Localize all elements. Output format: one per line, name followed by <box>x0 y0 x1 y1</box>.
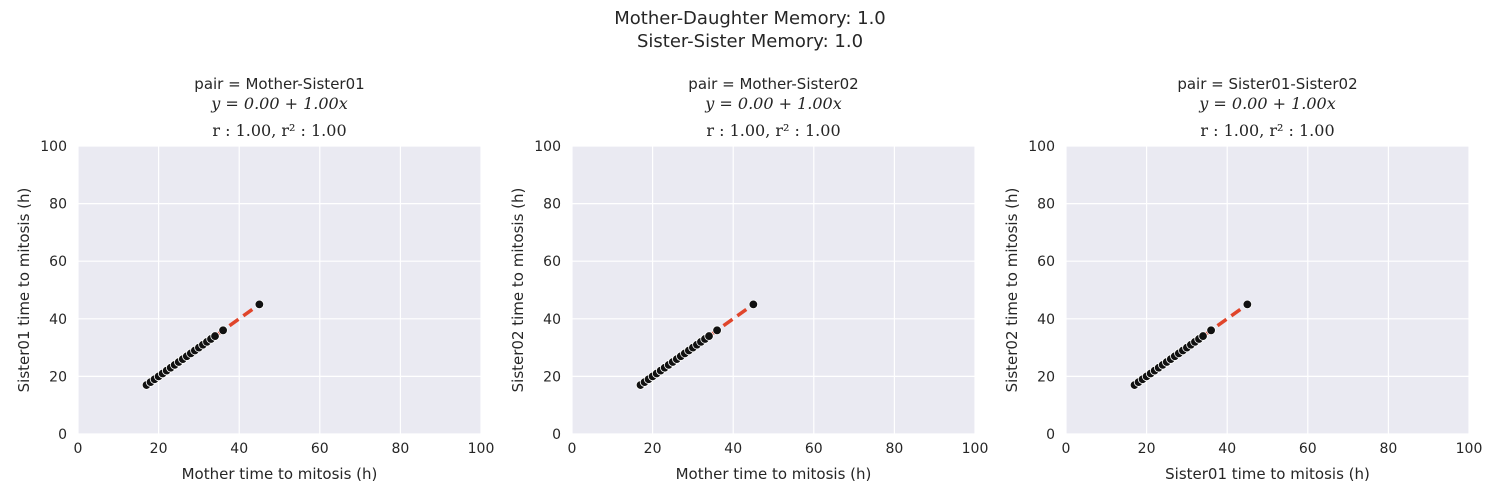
figure-suptitle-line-1: Mother-Daughter Memory: 1.0 <box>614 8 886 29</box>
x-tick-label: 100 <box>962 441 989 457</box>
plot-area <box>1066 146 1469 434</box>
x-tick-label: 20 <box>644 441 662 457</box>
y-tick-label: 100 <box>1028 139 1055 155</box>
correlation-stats: r : 1.00, r² : 1.00 <box>1200 121 1334 140</box>
plot-area <box>572 146 975 434</box>
scatter-point <box>712 325 722 336</box>
scatter-point <box>218 325 228 336</box>
panel-1: 0 20 40 60 80 100 0 20 40 60 80 100 Mother time to m… <box>15 75 494 483</box>
panel-2: 0 20 40 60 80 100 0 20 40 60 80 100 Mother time to m… <box>509 75 988 483</box>
x-tick-label: 0 <box>74 441 83 457</box>
y-tick-label: 40 <box>49 312 67 328</box>
scatter-point <box>1198 331 1208 341</box>
x-tick-label: 60 <box>311 441 329 457</box>
scatter-point <box>1242 299 1253 310</box>
x-tick-label: 40 <box>230 441 248 457</box>
correlation-stats: r : 1.00, r² : 1.00 <box>706 121 840 140</box>
scatter-point <box>704 331 714 341</box>
x-tick-label: 0 <box>568 441 577 457</box>
x-tick-label: 80 <box>391 441 409 457</box>
y-tick-label: 0 <box>552 427 561 443</box>
scatter-point <box>748 299 759 310</box>
y-tick-label: 100 <box>40 139 67 155</box>
x-axis-label: Sister01 time to mitosis (h) <box>1165 465 1370 483</box>
x-tick-label: 40 <box>1218 441 1236 457</box>
x-tick-label: 0 <box>1062 441 1071 457</box>
x-tick-label: 20 <box>150 441 168 457</box>
panel-title: pair = Mother-Sister01 <box>194 75 364 93</box>
scatter-point <box>210 331 220 341</box>
panels-group: 0 20 40 60 80 100 0 20 40 60 80 100 Mother time to m… <box>15 75 1482 483</box>
x-tick-label: 100 <box>1456 441 1483 457</box>
y-tick-label: 80 <box>49 197 67 213</box>
x-axis-label: Mother time to mitosis (h) <box>182 465 378 483</box>
y-tick-label: 80 <box>543 197 561 213</box>
y-axis-label: Sister01 time to mitosis (h) <box>15 188 33 393</box>
x-tick-label: 20 <box>1138 441 1156 457</box>
panel-3: 0 20 40 60 80 100 0 20 40 60 80 100 Sister01 time to… <box>1003 75 1482 483</box>
y-axis-label: Sister02 time to mitosis (h) <box>1003 188 1021 393</box>
x-tick-label: 100 <box>468 441 495 457</box>
y-tick-label: 40 <box>543 312 561 328</box>
y-tick-label: 20 <box>1037 369 1055 385</box>
y-tick-label: 80 <box>1037 197 1055 213</box>
x-tick-label: 40 <box>724 441 742 457</box>
y-tick-label: 60 <box>1037 254 1055 270</box>
y-tick-label: 20 <box>49 369 67 385</box>
x-tick-label: 60 <box>1299 441 1317 457</box>
plot-area <box>78 146 481 434</box>
panel-title: pair = Sister01-Sister02 <box>1177 75 1357 93</box>
y-tick-label: 0 <box>1046 427 1055 443</box>
y-tick-label: 20 <box>543 369 561 385</box>
correlation-stats: r : 1.00, r² : 1.00 <box>212 121 346 140</box>
panel-title: pair = Mother-Sister02 <box>688 75 858 93</box>
figure-suptitle-line-2: Sister-Sister Memory: 1.0 <box>637 31 863 52</box>
y-tick-label: 60 <box>49 254 67 270</box>
x-tick-label: 80 <box>1379 441 1397 457</box>
regression-equation: y = 0.00 + 1.00x <box>210 94 347 113</box>
y-tick-label: 40 <box>1037 312 1055 328</box>
y-axis-label: Sister02 time to mitosis (h) <box>509 188 527 393</box>
scatter-point <box>1206 325 1216 336</box>
x-tick-label: 60 <box>805 441 823 457</box>
regression-equation: y = 0.00 + 1.00x <box>704 94 841 113</box>
x-axis-label: Mother time to mitosis (h) <box>676 465 872 483</box>
y-tick-label: 100 <box>534 139 561 155</box>
x-tick-label: 80 <box>885 441 903 457</box>
scatter-point <box>254 299 265 310</box>
y-tick-label: 0 <box>58 427 67 443</box>
regression-equation: y = 0.00 + 1.00x <box>1198 94 1335 113</box>
y-tick-label: 60 <box>543 254 561 270</box>
